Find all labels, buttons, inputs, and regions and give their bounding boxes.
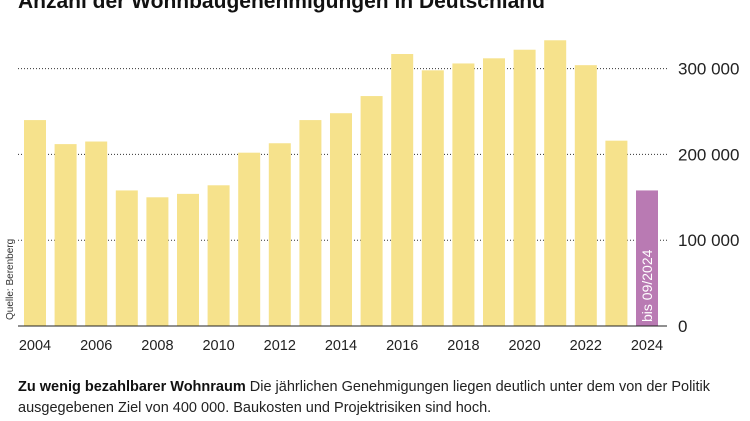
bar xyxy=(544,40,567,326)
chart-title: Anzahl der Wohnbaugenehmigungen in Deuts… xyxy=(18,0,545,13)
bar xyxy=(299,120,322,326)
bar-chart: bis 09/2024 2004 2006 2008 2010 2012 2014 2016… xyxy=(5,40,739,354)
bar xyxy=(574,65,597,326)
bar xyxy=(238,152,261,326)
caption: Zu wenig bezahlbarer Wohnraum Die jährli… xyxy=(18,377,738,419)
x-tick-label: 2018 xyxy=(447,338,479,354)
bar xyxy=(452,63,475,327)
bar xyxy=(85,141,108,326)
caption-lead: Zu wenig bezahlbarer Wohnraum xyxy=(18,379,246,395)
x-tick-label: 2016 xyxy=(386,338,418,354)
bar xyxy=(391,54,414,326)
x-tick-label: 2020 xyxy=(508,338,540,354)
bar xyxy=(268,143,291,326)
x-tick-label: 2004 xyxy=(19,338,51,354)
y-tick-label: 300 000 xyxy=(678,60,739,79)
x-tick-label: 2010 xyxy=(202,338,234,354)
x-tick-label: 2022 xyxy=(570,338,602,354)
y-tick-label: 100 000 xyxy=(678,231,739,250)
bar xyxy=(115,190,138,326)
x-tick-label: 2012 xyxy=(264,338,296,354)
bar xyxy=(177,193,199,326)
bar xyxy=(360,96,383,326)
bar xyxy=(24,120,46,326)
bar xyxy=(421,70,444,326)
y-tick-label: 200 000 xyxy=(678,145,739,164)
bar xyxy=(483,58,505,326)
bar xyxy=(513,49,536,326)
highlight-label: bis 09/2024 xyxy=(639,249,655,322)
bar-highlight xyxy=(636,190,658,326)
bar xyxy=(146,197,169,326)
y-tick-label: 0 xyxy=(678,317,687,336)
x-tick-label: 2006 xyxy=(80,338,112,354)
bar xyxy=(54,144,77,326)
bars: bis 09/2024 xyxy=(24,40,658,327)
source-label: Quelle: Berenberg xyxy=(5,239,16,320)
y-axis: 0 100 000 200 000 300 000 xyxy=(678,60,739,336)
bar xyxy=(605,140,628,326)
x-tick-label: 2008 xyxy=(141,338,173,354)
caption-text: Die jährlichen Genehmigungen liegen deut… xyxy=(18,379,711,416)
x-tick-label: 2024 xyxy=(631,338,663,354)
x-tick-label: 2014 xyxy=(325,338,357,354)
x-axis: 2004 2006 2008 2010 2012 2014 2016 2018 2020 2022… xyxy=(18,325,667,354)
bar xyxy=(330,113,352,326)
bar xyxy=(207,185,230,326)
